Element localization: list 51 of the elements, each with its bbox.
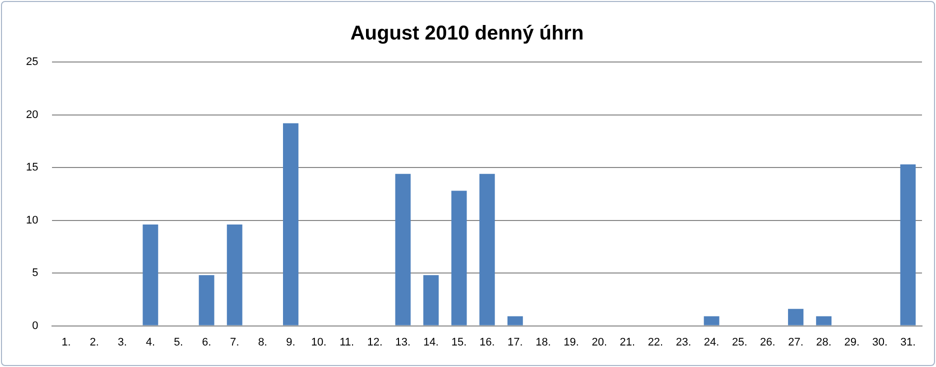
- bar: [704, 316, 720, 326]
- x-tick-label: 26.: [760, 336, 776, 348]
- x-tick-label: 6.: [202, 336, 212, 348]
- x-tick-label: 30.: [872, 336, 888, 348]
- x-tick-label: 13.: [395, 336, 411, 348]
- x-tick-label: 14.: [423, 336, 439, 348]
- x-tick-label: 24.: [704, 336, 720, 348]
- x-tick-label: 20.: [592, 336, 607, 348]
- y-tick-label: 20: [26, 108, 38, 121]
- x-tick-label: 2.: [90, 336, 99, 348]
- x-tick-label: 4.: [146, 336, 156, 348]
- x-tick-label: 8.: [258, 336, 268, 348]
- x-tick-label: 5.: [174, 336, 184, 348]
- x-tick-label: 18.: [536, 336, 551, 348]
- bar: [816, 316, 832, 326]
- x-tick-label: 25.: [732, 336, 748, 348]
- x-tick-label: 27.: [788, 336, 804, 348]
- y-tick-label: 5: [32, 267, 38, 280]
- x-tick-label: 19.: [564, 336, 579, 348]
- y-tick-label: 15: [26, 162, 38, 174]
- x-tick-label: 21.: [620, 336, 636, 348]
- x-tick-label: 29.: [844, 336, 860, 348]
- bar: [198, 275, 214, 326]
- x-tick-label: 7.: [230, 336, 240, 348]
- x-tick-label: 3.: [118, 336, 127, 348]
- x-tick-label: 15.: [451, 336, 467, 348]
- chart-title: August 2010 denný úhrn: [350, 22, 584, 45]
- x-tick-label: 12.: [367, 336, 383, 348]
- x-tick-label: 17.: [508, 336, 523, 348]
- x-tick-label: 23.: [676, 336, 692, 348]
- bar: [423, 275, 439, 326]
- x-tick-label: 16.: [479, 336, 495, 348]
- x-tick-label: 9.: [286, 336, 296, 348]
- x-tick-label: 1.: [62, 336, 71, 348]
- y-tick-label: 0: [32, 320, 38, 332]
- bar: [451, 190, 467, 326]
- bar: [900, 164, 916, 326]
- y-tick-label: 25: [26, 56, 38, 68]
- x-tick-label: 11.: [340, 336, 354, 348]
- bar: [395, 174, 411, 326]
- bar: [788, 308, 804, 326]
- x-tick-label: 22.: [648, 336, 664, 348]
- bar: [142, 224, 158, 326]
- bar: [479, 174, 495, 326]
- x-tick-label: 31.: [900, 336, 916, 348]
- bar: [226, 224, 242, 326]
- bar: [283, 123, 298, 326]
- y-tick-label: 10: [26, 214, 38, 226]
- x-tick-label: 10.: [311, 336, 326, 348]
- x-tick-label: 28.: [816, 336, 832, 348]
- bar: [507, 316, 523, 326]
